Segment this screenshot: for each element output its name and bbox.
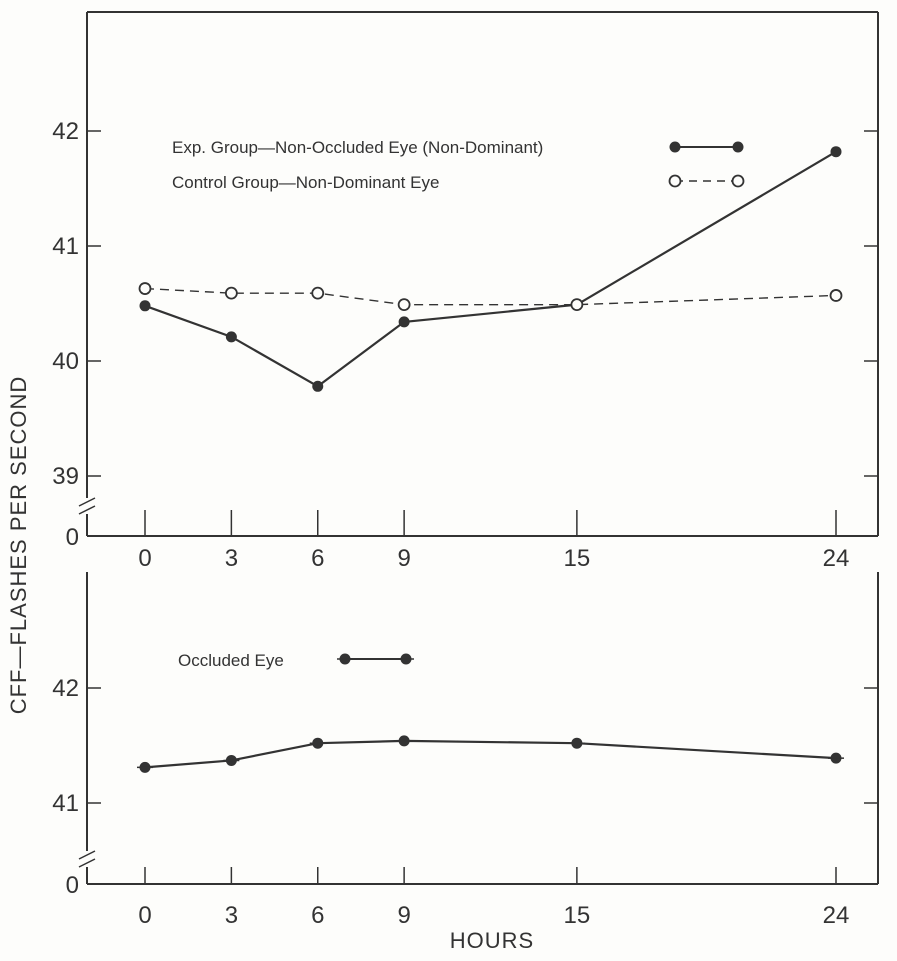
x-axis-title: HOURS [450, 928, 534, 953]
y-axis-title: CFF—FLASHES PER SECOND [6, 376, 31, 715]
top-panel: 39 40 41 42 0 0 3 6 9 15 24 Exp. Group—Non-Occluded… [52, 11, 879, 572]
top-x-tick-label: 24 [823, 545, 850, 572]
bottom-y-tick-label: 41 [52, 790, 79, 817]
bottom-x-tick-label: 0 [138, 902, 151, 929]
top-series-1-point [311, 286, 325, 300]
bottom-axis-break-mark [78, 858, 96, 868]
top-series-0-point [312, 380, 324, 392]
bottom-x-tick-label: 24 [823, 902, 850, 929]
top-legend-marker [731, 174, 745, 188]
top-x-tick-label: 0 [138, 545, 151, 572]
bottom-y-tick-label: 42 [52, 675, 79, 702]
top-legend-label: Exp. Group—Non-Occluded Eye (Non-Dominan… [172, 138, 543, 157]
top-series-0-line [144, 150, 837, 388]
bottom-x-tick-label: 15 [564, 902, 591, 929]
top-axis-break-mark [78, 505, 96, 515]
bottom-x-tick-label: 3 [225, 902, 238, 929]
top-legend-marker [732, 141, 744, 153]
top-series-1-point [224, 286, 238, 300]
bottom-panel: 41 42 0 0 3 6 9 15 24 Occluded Eye [52, 572, 879, 929]
top-series-1-point [138, 282, 152, 295]
bottom-y-zero-label: 0 [66, 872, 79, 899]
top-series-0-point [398, 316, 410, 328]
top-axis-break-mark [78, 497, 96, 507]
bottom-x-tick-label: 6 [311, 902, 324, 929]
top-y-zero-label: 0 [66, 524, 79, 551]
top-series-1-line [144, 287, 837, 306]
bottom-x-tick-label: 9 [397, 902, 410, 929]
top-x-tick-label: 3 [225, 545, 238, 572]
top-series-1-point [570, 298, 584, 312]
top-legend-marker [668, 174, 682, 188]
top-x-tick-label: 6 [311, 545, 324, 572]
top-legend-marker [669, 141, 681, 153]
top-series-0-point [139, 300, 151, 312]
bottom-legend-label: Occluded Eye [178, 651, 284, 670]
top-series-1-point [829, 289, 843, 302]
bottom-axis-break-mark [78, 850, 96, 860]
top-x-tick-label: 15 [564, 545, 591, 572]
top-y-tick-label: 42 [52, 118, 79, 145]
top-series-0-point [830, 146, 842, 158]
top-series-0-point [225, 331, 237, 343]
top-y-tick-label: 39 [52, 463, 79, 490]
top-x-tick-label: 9 [397, 545, 410, 572]
top-series-1-point [397, 298, 411, 312]
bottom-series-0-line [144, 739, 837, 769]
top-y-tick-label: 40 [52, 348, 79, 375]
top-y-tick-label: 41 [52, 233, 79, 260]
top-legend-label: Control Group—Non-Dominant Eye [172, 173, 439, 192]
